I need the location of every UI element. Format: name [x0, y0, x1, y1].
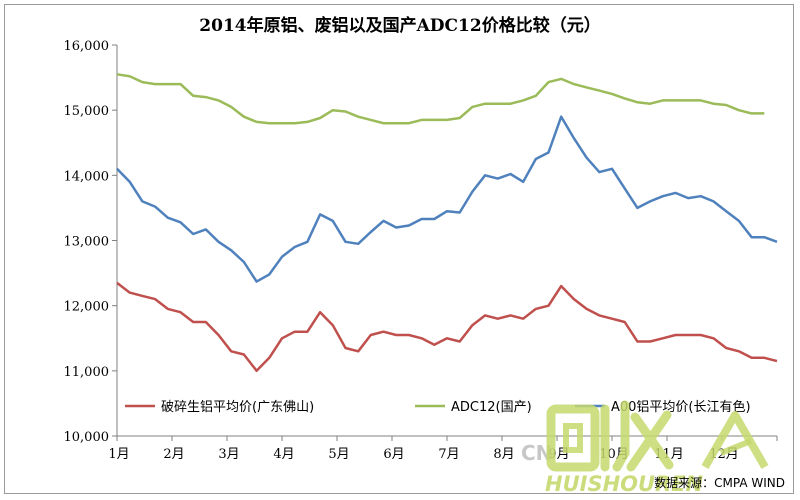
watermark-peak-icon [701, 411, 769, 469]
series-line-1 [116, 73, 765, 125]
y-axis: 10,000 11,000 12,000 13,000 14,000 15,000 16,0… [64, 39, 118, 445]
y-tick-label: 13,000 [64, 235, 110, 250]
chart-frame: 2014年原铝、废铝以及国产ADC12价格比较（元） 10,000 11,000 1… [4, 4, 794, 495]
x-tick-label: 7月 [438, 447, 459, 462]
y-tick-label: 11,000 [64, 365, 110, 380]
x-tick-label: 5月 [328, 447, 349, 462]
watermark-inner-square-icon [563, 423, 583, 453]
x-tick-label: 2月 [163, 447, 184, 462]
y-tick-label: 15,000 [64, 104, 110, 119]
watermark-peak-bar-icon [719, 438, 753, 456]
x-tick-label: 8月 [493, 447, 514, 462]
y-tick-label: 16,000 [64, 39, 110, 54]
series-line-0 [116, 281, 778, 373]
x-tick-label: 3月 [218, 447, 239, 462]
watermark-square-icon [546, 404, 600, 472]
legend-label-0: 破碎生铝平均价(广东佛山) [161, 400, 314, 415]
y-tick-label: 14,000 [64, 169, 110, 184]
watermark-brand-text: HUISHOUREN [545, 472, 704, 495]
legend-label-2: A00铝平均价(长江有色) [611, 399, 751, 415]
chart-canvas: 2014年原铝、废铝以及国产ADC12价格比较（元） 10,00011,0001… [64, 15, 786, 495]
series-lines [116, 73, 778, 373]
series-line-2 [116, 115, 778, 283]
legend: 破碎生铝平均价(广东佛山) ADC12(国产) A00铝平均价(长江有色) [125, 399, 751, 415]
x-axis: 1月2月3月4月5月6月7月8月9月10月11月12月 [108, 435, 778, 462]
x-tick-label: 1月 [108, 447, 129, 462]
legend-label-1: ADC12(国产) [451, 400, 532, 415]
x-tick-label: 4月 [273, 447, 294, 462]
watermark-glyph-icon [600, 400, 674, 472]
source-label: 数据来源：CMPA WIND [654, 475, 785, 490]
chart-title: 2014年原铝、废铝以及国产ADC12价格比较（元） [199, 15, 600, 36]
y-tick-label: 12,000 [64, 300, 110, 315]
x-tick-label: 6月 [383, 447, 404, 462]
y-tick-label: 10,000 [64, 430, 110, 445]
